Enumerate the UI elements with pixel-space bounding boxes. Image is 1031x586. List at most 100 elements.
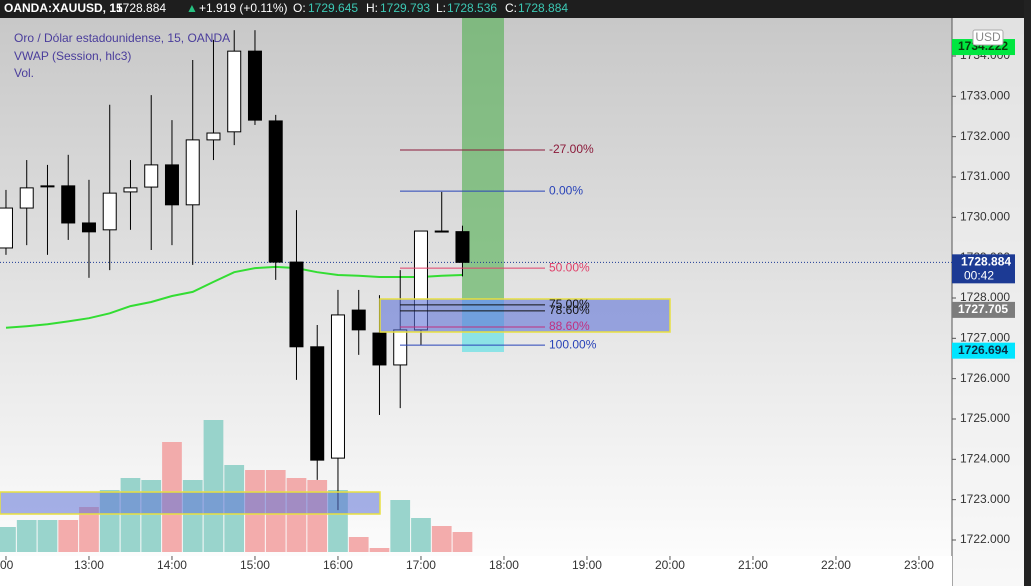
volume-bar: [37, 520, 58, 552]
volume-bar: [0, 527, 16, 552]
volume-bar: [369, 548, 390, 552]
y-tick-label: 1730.000: [960, 209, 1010, 223]
y-tick-label: 1731.000: [960, 169, 1010, 183]
open: 1729.645: [308, 1, 358, 15]
low: 1728.536: [447, 1, 497, 15]
candle-body: [434, 230, 449, 233]
candle-body: [372, 332, 387, 366]
label: L:: [436, 1, 446, 15]
volume-bar: [348, 537, 369, 552]
countdown: 00:42: [964, 269, 994, 283]
change: +1.919 (+0.11%): [199, 1, 288, 15]
high: 1729.793: [380, 1, 430, 15]
time-axis-bg: [0, 556, 952, 586]
y-tick-label: 1724.000: [960, 451, 1010, 465]
volume-bar: [452, 532, 473, 552]
last-price-label: 1728.884: [961, 255, 1011, 269]
x-tick-label: 21:00: [738, 558, 768, 572]
last-price-box: [952, 254, 1015, 284]
legend-item: Vol.: [14, 66, 34, 80]
price-box: [952, 342, 1015, 359]
y-tick-label: 1733.000: [960, 88, 1010, 102]
x-tick-label: 19:00: [572, 558, 602, 572]
x-tick-label: 00: [0, 558, 14, 572]
fib-label: 100.00%: [549, 337, 597, 351]
y-tick-label: 1732.000: [960, 129, 1010, 143]
candle-body: [455, 231, 470, 263]
candle-body: [61, 185, 76, 224]
y-tick-label: 1728.000: [960, 290, 1010, 304]
close: 1728.884: [518, 1, 568, 15]
arrow: ▲: [186, 1, 198, 15]
y-tick-label: 1723.000: [960, 492, 1010, 506]
fib-label: 75.00%: [549, 297, 590, 311]
fib-label: 88.60%: [549, 319, 590, 333]
volume-bar: [16, 520, 37, 552]
candle-body: [247, 50, 262, 121]
volume-bar: [203, 420, 224, 552]
legend-item: Oro / Dólar estadounidense, 15, OANDA: [14, 31, 230, 45]
price-box: [952, 301, 1015, 318]
currency-button[interactable]: [972, 29, 1004, 46]
x-tick-label: 15:00: [240, 558, 270, 572]
x-tick-label: 23:00: [904, 558, 934, 572]
volume-bar: [431, 526, 452, 552]
candle-body: [393, 329, 408, 366]
candle-body: [227, 50, 242, 133]
candle-body: [144, 164, 159, 188]
price-box-label: 1726.694: [958, 343, 1008, 357]
fib-label: 78.60%: [549, 303, 590, 317]
fib-label: 0.00%: [549, 183, 583, 197]
volume-bar: [390, 500, 411, 552]
volume-bar: [141, 480, 162, 552]
x-tick-label: 13:00: [74, 558, 104, 572]
candle-body: [206, 132, 221, 141]
label: C:: [505, 1, 517, 15]
drawings: -27.00% 0.00% 50.00% 75.00%78.60% 88.60% 100.…: [0, 142, 671, 515]
y-tick-label: 1722.000: [960, 532, 1010, 546]
x-tick-label: 14:00: [157, 558, 187, 572]
candle-body: [19, 187, 34, 209]
legend-item: VWAP (Session, hlc3): [14, 49, 131, 63]
frame: [1024, 0, 1031, 586]
label: H:: [366, 1, 378, 15]
x-tick-label: 20:00: [655, 558, 685, 572]
volume-bar: [307, 480, 328, 552]
x-tick-label: 22:00: [821, 558, 851, 572]
volume-bar: [411, 518, 431, 552]
y-tick-label: 1726.000: [960, 371, 1010, 385]
candle-body: [0, 207, 13, 249]
currency[interactable]: USD: [975, 30, 1001, 44]
last-price: 1728.884: [116, 1, 166, 15]
volume-bar: [182, 480, 203, 552]
volume-bar: [286, 478, 307, 552]
volume-bar: [120, 478, 141, 552]
y-tick-label: 1725.000: [960, 411, 1010, 425]
axes: 1722.000 1723.000 1724.000 1725.000 1726.000…: [0, 39, 1015, 572]
header-bar: [0, 0, 1024, 18]
fib-label: 50.00%: [549, 260, 590, 274]
candle-body: [351, 309, 366, 331]
volume-bar: [58, 520, 79, 552]
zone-box: [0, 491, 381, 515]
fib-label: -27.00%: [549, 142, 594, 156]
candle-body: [310, 346, 325, 461]
label: O:: [293, 1, 306, 15]
y-tick-label: 1727.000: [960, 330, 1010, 344]
x-tick-label: 18:00: [489, 558, 519, 572]
x-tick-label: 16:00: [323, 558, 353, 572]
candle-body: [123, 187, 138, 193]
candle-body: [289, 261, 304, 348]
candle-body: [330, 314, 345, 459]
vwap-line: [5, 265, 463, 329]
candle-body: [102, 192, 117, 231]
candle-body: [40, 185, 55, 188]
symbol: OANDA:XAUUSD, 15: [4, 1, 123, 15]
x-tick-label: 17:00: [406, 558, 436, 572]
volume-bar: [79, 507, 99, 552]
price-box-label: 1727.705: [958, 302, 1008, 316]
candle-body: [164, 164, 179, 206]
candle-body: [185, 139, 200, 206]
